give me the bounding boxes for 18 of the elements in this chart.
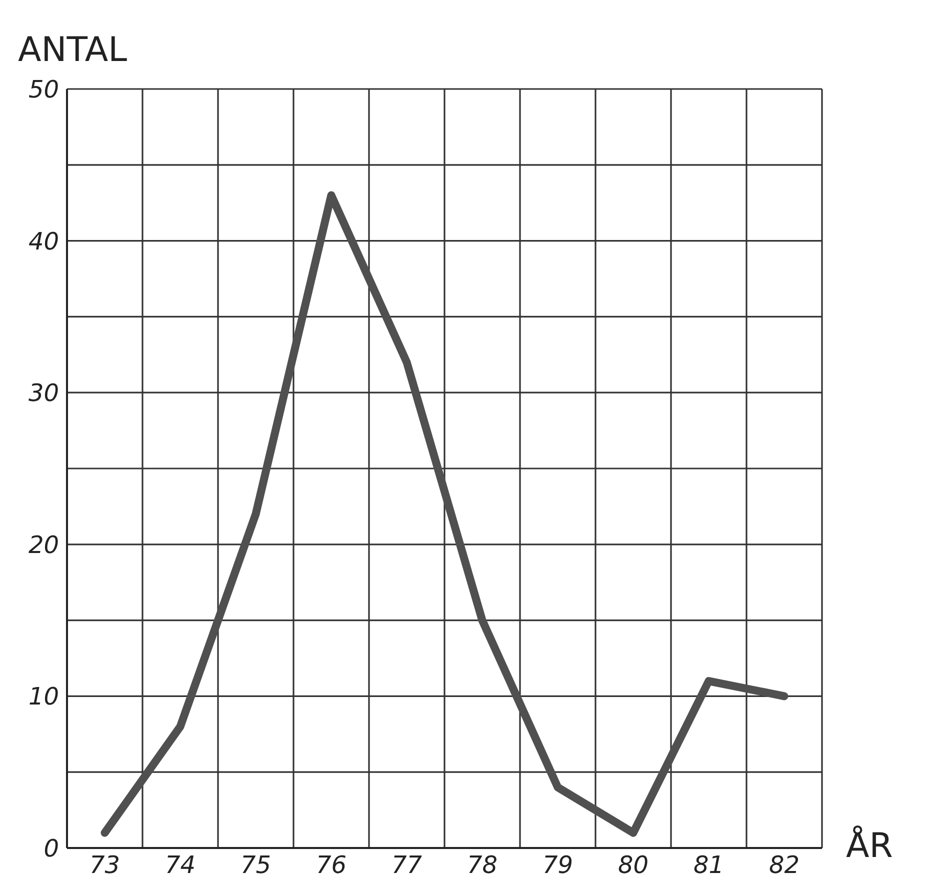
x-tick-label: 79 — [542, 851, 574, 880]
y-tick-label: 30 — [28, 379, 59, 408]
x-tick-label: 82 — [768, 851, 800, 880]
y-tick-label: 10 — [28, 682, 59, 711]
x-tick-label: 74 — [164, 851, 196, 880]
y-tick-label: 20 — [28, 530, 59, 559]
x-tick-label: 77 — [391, 851, 423, 880]
x-axis-title: ÅR — [846, 826, 893, 866]
y-tick-label: 0 — [44, 834, 59, 863]
x-tick-label: 80 — [618, 851, 649, 880]
x-tick-label: 75 — [240, 851, 272, 880]
y-tick-label: 50 — [28, 76, 59, 104]
y-tick-label: 40 — [28, 227, 59, 256]
x-tick-label: 73 — [89, 851, 120, 880]
x-tick-label: 76 — [316, 851, 347, 880]
y-axis-title: ANTAL — [18, 30, 128, 70]
x-tick-label: 78 — [466, 851, 498, 880]
x-tick-label: 81 — [693, 851, 724, 880]
